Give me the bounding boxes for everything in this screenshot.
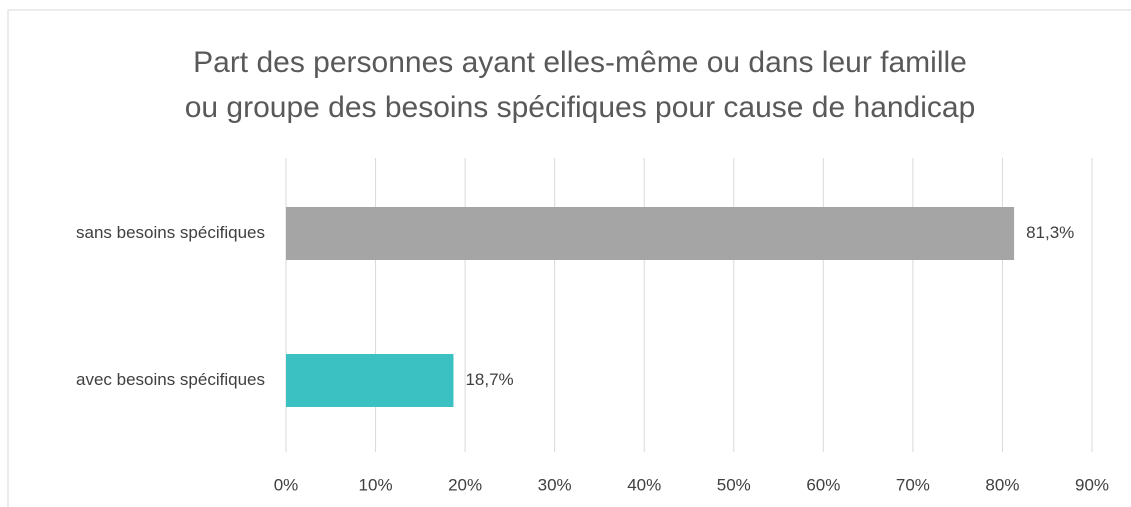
chart-title: Part des personnes ayant elles-même ou d… <box>193 46 967 79</box>
x-tick-label: 30% <box>538 475 572 494</box>
x-tick-label: 90% <box>1075 475 1109 494</box>
x-tick-label: 80% <box>985 475 1019 494</box>
chart-frame <box>7 9 1131 507</box>
y-tick-label: sans besoins spécifiques <box>76 223 265 242</box>
x-tick-label: 0% <box>274 475 299 494</box>
x-tick-label: 70% <box>896 475 930 494</box>
x-tick-label: 10% <box>359 475 393 494</box>
y-tick-label: avec besoins spécifiques <box>76 370 265 389</box>
x-tick-label: 40% <box>627 475 661 494</box>
bar <box>286 207 1015 260</box>
x-tick-label: 50% <box>717 475 751 494</box>
x-tick-label: 20% <box>448 475 482 494</box>
bar <box>286 354 454 407</box>
x-tick-label: 60% <box>806 475 840 494</box>
data-label: 18,7% <box>465 370 513 389</box>
data-label: 81,3% <box>1026 223 1074 242</box>
chart-title: ou groupe des besoins spécifiques pour c… <box>185 91 976 124</box>
